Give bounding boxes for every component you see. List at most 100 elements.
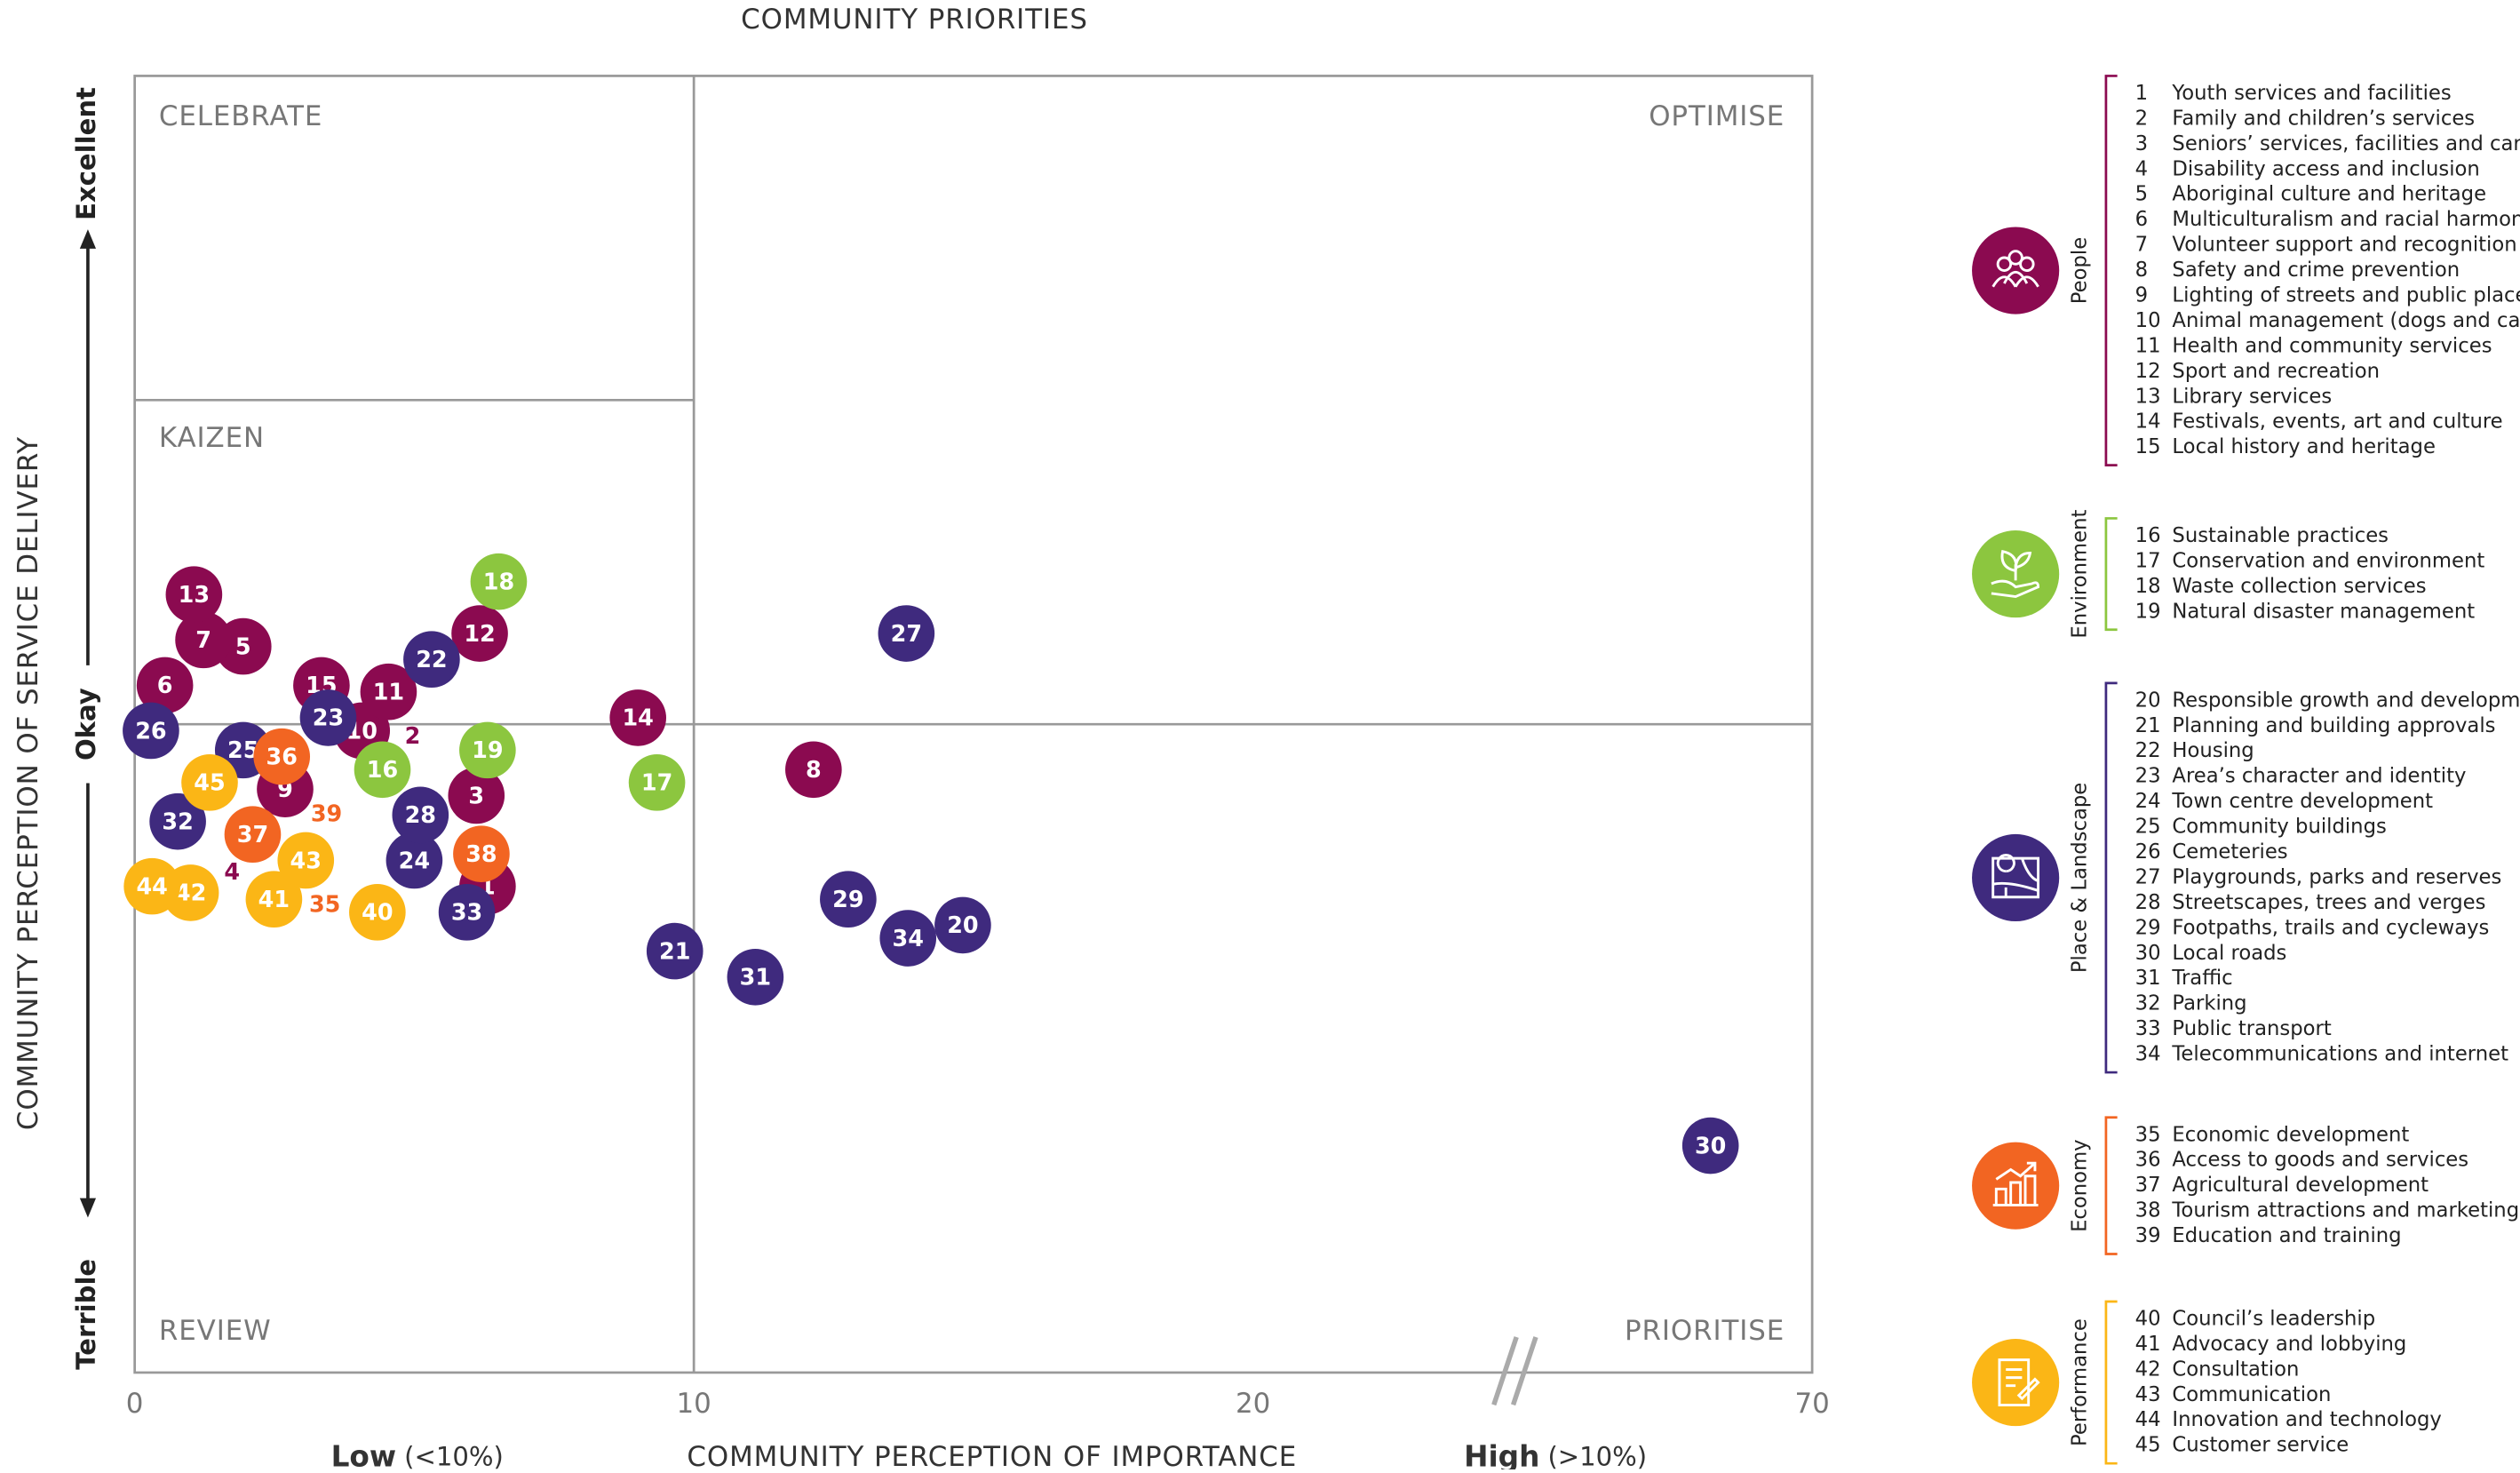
legend-number: 28 bbox=[2135, 891, 2161, 914]
legend-text: Family and children’s services bbox=[2172, 107, 2475, 130]
point bbox=[470, 553, 528, 610]
icon-glyph bbox=[2019, 256, 2035, 272]
point-label: 34 bbox=[893, 925, 924, 951]
legend-text: Local roads bbox=[2172, 942, 2286, 965]
x-tick-label: 10 bbox=[676, 1388, 711, 1420]
point-label: 33 bbox=[451, 899, 482, 926]
icon-glyph bbox=[1992, 1161, 2039, 1206]
point-label: 31 bbox=[740, 964, 771, 991]
icon bbox=[1991, 549, 2040, 599]
point bbox=[360, 663, 417, 721]
icon-glyph bbox=[1991, 549, 2040, 599]
legend-number: 19 bbox=[2135, 600, 2161, 623]
legend-number: 9 bbox=[2135, 283, 2148, 307]
legend-number: 27 bbox=[2135, 865, 2161, 888]
point bbox=[609, 689, 666, 746]
x-annotation: Low (<10%) bbox=[331, 1439, 504, 1469]
quadrant-label: CELEBRATE bbox=[159, 100, 322, 132]
legend-text: Telecommunications and internet bbox=[2171, 1043, 2508, 1066]
legend-text: Education and training bbox=[2172, 1224, 2401, 1247]
legend-number: 25 bbox=[2135, 816, 2161, 839]
legend-text: Health and community services bbox=[2172, 334, 2492, 357]
legend-number: 22 bbox=[2135, 739, 2161, 762]
legend-bracket bbox=[2104, 681, 2118, 1074]
point-label: 30 bbox=[1695, 1132, 1726, 1158]
legend-text: Safety and crime prevention bbox=[2172, 259, 2460, 282]
point-label: 43 bbox=[290, 847, 322, 873]
point-label: 21 bbox=[659, 937, 690, 964]
point bbox=[451, 605, 508, 662]
legend-icon bbox=[1972, 833, 2060, 922]
point bbox=[646, 922, 704, 980]
legend-bracket bbox=[2104, 1300, 2118, 1465]
legend-text: Volunteer support and recognition bbox=[2172, 234, 2516, 257]
point bbox=[386, 832, 443, 889]
legend-text: Cemeteries bbox=[2172, 840, 2287, 864]
legend-icon bbox=[1972, 227, 2060, 315]
point-label: 27 bbox=[891, 620, 922, 647]
x-tick-label: 0 bbox=[126, 1388, 144, 1420]
legend-number: 2 bbox=[2135, 107, 2148, 130]
y-axis-label: COMMUNITY PERCEPTION OF SERVICE DELIVERY bbox=[12, 436, 44, 1130]
legend-number: 14 bbox=[2135, 410, 2161, 434]
legend-text: Housing bbox=[2172, 739, 2254, 762]
x-annotation-bold: High bbox=[1464, 1439, 1539, 1469]
point bbox=[123, 702, 179, 760]
legend-number: 24 bbox=[2135, 790, 2161, 813]
legend-number: 39 bbox=[2135, 1224, 2161, 1247]
legend-bracket bbox=[2104, 517, 2118, 632]
icon bbox=[1991, 250, 2039, 288]
legend-text: Lighting of streets and public places bbox=[2172, 283, 2520, 307]
legend-text: Library services bbox=[2172, 385, 2332, 408]
point-label: 24 bbox=[399, 847, 430, 873]
point-label: 11 bbox=[373, 679, 404, 705]
point bbox=[934, 896, 991, 954]
legend-number: 4 bbox=[2135, 157, 2148, 180]
legend-number: 16 bbox=[2135, 524, 2161, 547]
point bbox=[438, 884, 496, 941]
point-label: 45 bbox=[194, 769, 225, 796]
legend-text: Animal management (dogs and cats) bbox=[2172, 309, 2520, 332]
legend-bracket bbox=[2104, 1116, 2118, 1255]
legend-text: Public transport bbox=[2172, 1017, 2331, 1040]
legend-number: 43 bbox=[2135, 1383, 2161, 1406]
legend-text: Waste collection services bbox=[2172, 575, 2426, 598]
legend-text: Disability access and inclusion bbox=[2172, 157, 2479, 180]
quadrant-label: OPTIMISE bbox=[1649, 100, 1785, 132]
point-label: 6 bbox=[157, 672, 173, 698]
point bbox=[253, 728, 311, 785]
chart-title: COMMUNITY PRIORITIES bbox=[741, 4, 1088, 36]
legend-text: Communication bbox=[2172, 1383, 2331, 1406]
point bbox=[299, 689, 357, 746]
legend-text: Sport and recreation bbox=[2172, 360, 2380, 383]
point bbox=[277, 832, 335, 889]
legend-number: 30 bbox=[2135, 942, 2161, 965]
legend-text: Access to goods and services bbox=[2172, 1149, 2468, 1172]
legend-number: 7 bbox=[2135, 234, 2148, 257]
point-label: 38 bbox=[465, 840, 497, 867]
legend-text: Advocacy and lobbying bbox=[2172, 1333, 2406, 1356]
point-label: 41 bbox=[258, 886, 290, 912]
legend-number: 29 bbox=[2135, 916, 2161, 939]
legend-text: Playgrounds, parks and reserves bbox=[2172, 865, 2501, 888]
point bbox=[245, 871, 303, 928]
legend-number: 26 bbox=[2135, 840, 2161, 864]
legend-group-name: People bbox=[2068, 237, 2091, 304]
x-annotation: High (>10%) bbox=[1464, 1439, 1647, 1469]
legend-text: Festivals, events, art and culture bbox=[2172, 410, 2502, 434]
legend-text: Community buildings bbox=[2172, 816, 2386, 839]
legend-text: Parking bbox=[2172, 992, 2246, 1015]
point bbox=[879, 910, 937, 967]
point bbox=[878, 605, 935, 662]
icon bbox=[1991, 854, 2040, 899]
point-label: 16 bbox=[367, 756, 398, 783]
icon bbox=[1998, 1358, 2040, 1406]
point bbox=[459, 721, 516, 779]
point-label: 32 bbox=[162, 808, 193, 834]
legend-number: 36 bbox=[2135, 1149, 2161, 1172]
point-label: 7 bbox=[195, 626, 211, 653]
x-tick-label: 70 bbox=[1794, 1388, 1829, 1420]
legend-bracket bbox=[2104, 75, 2118, 467]
icon-glyph bbox=[1998, 1358, 2040, 1406]
